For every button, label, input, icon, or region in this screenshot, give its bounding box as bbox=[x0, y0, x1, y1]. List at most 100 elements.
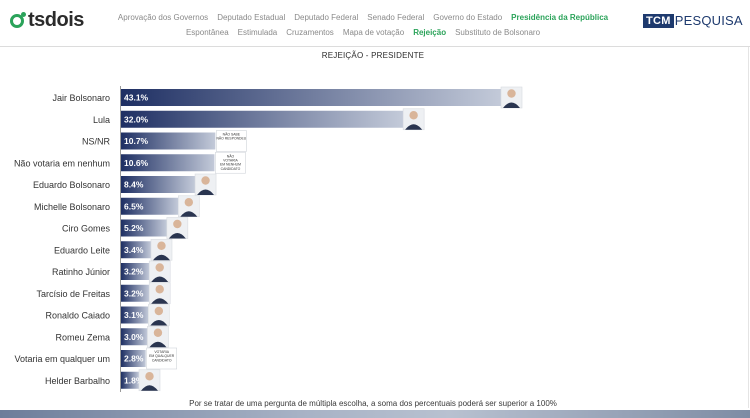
badge-text: EM QUALQUER bbox=[149, 354, 175, 358]
photo-shoulders bbox=[151, 298, 169, 304]
bar bbox=[121, 219, 167, 237]
category-label: Romeu Zema bbox=[55, 332, 110, 342]
badge-box bbox=[216, 130, 247, 152]
category-label: Ratinho Júnior bbox=[52, 267, 110, 277]
candidate-photo bbox=[166, 217, 189, 239]
pesquisa-logo-text: PESQUISA bbox=[674, 13, 743, 28]
chart-title: REJEIÇÃO - PRESIDENTE bbox=[321, 51, 425, 60]
page-frame bbox=[748, 0, 749, 408]
badge-text: NÃO RESPONDEU bbox=[216, 136, 246, 141]
bar bbox=[121, 328, 148, 346]
tcm-logo-box: TCM bbox=[643, 13, 674, 28]
category-label: Ronaldo Caiado bbox=[45, 311, 110, 321]
value-label: 10.7% bbox=[124, 136, 149, 146]
nav-link-subsection-4[interactable]: Rejeição bbox=[413, 28, 447, 37]
value-label: 5.2% bbox=[124, 223, 144, 233]
candidate-photo bbox=[178, 195, 200, 218]
nav-link-section-2[interactable]: Deputado Federal bbox=[294, 13, 359, 22]
category-label: Ciro Gomes bbox=[62, 224, 111, 234]
category-label: Tarcísio de Freitas bbox=[36, 289, 110, 299]
nav-link-section-0[interactable]: Aprovação dos Governos bbox=[117, 13, 209, 22]
photo-shoulders bbox=[503, 102, 520, 108]
bar bbox=[121, 89, 501, 106]
value-label: 43.1% bbox=[124, 93, 149, 103]
badge-text: CANDIDATO bbox=[152, 358, 172, 362]
candidate-photo bbox=[138, 369, 161, 392]
photo-shoulders bbox=[149, 341, 167, 348]
photo-head bbox=[157, 241, 166, 250]
main-nav: Aprovação dos Governos Deputado Estadual D… bbox=[118, 13, 608, 43]
category-label: Helder Barbalho bbox=[45, 376, 110, 386]
bar bbox=[121, 197, 179, 215]
category-label: Votaria em qualquer um bbox=[14, 354, 110, 364]
nav-link-subsection-0[interactable]: Espontânea bbox=[185, 28, 229, 37]
badge-text: VOTARIA bbox=[223, 158, 238, 162]
nav-link-section-5[interactable]: Presidência da República bbox=[511, 13, 609, 22]
photo-head bbox=[154, 306, 164, 316]
bar bbox=[121, 132, 216, 150]
nav-row-sections: Aprovação dos Governos Deputado Estadual D… bbox=[118, 13, 608, 22]
photo-head bbox=[409, 111, 418, 120]
photo-head bbox=[155, 263, 164, 272]
candidate-photo bbox=[500, 86, 523, 109]
badge-text: NÃO SABE bbox=[223, 132, 241, 137]
photo-head bbox=[184, 198, 194, 207]
bar bbox=[121, 263, 150, 280]
badge-text: NÃO bbox=[227, 153, 235, 158]
photo-shoulders bbox=[180, 211, 198, 217]
nav-link-subsection-1[interactable]: Estimulada bbox=[237, 28, 278, 37]
badge-text: EM NENHUM bbox=[220, 163, 241, 167]
bar bbox=[121, 154, 215, 172]
value-label: 3.0% bbox=[124, 332, 144, 342]
photo-head bbox=[145, 372, 154, 381]
bar bbox=[121, 306, 149, 324]
photo-shoulders bbox=[150, 320, 168, 326]
candidate-photo bbox=[194, 173, 217, 196]
nav-link-section-1[interactable]: Deputado Estadual bbox=[217, 13, 286, 22]
category-label: Lula bbox=[93, 115, 110, 125]
candidate-photo bbox=[150, 238, 173, 261]
tsdois-logo[interactable]: tsdois bbox=[10, 9, 84, 32]
category-label: Jair Bolsonaro bbox=[52, 93, 110, 103]
photo-head bbox=[507, 89, 516, 98]
value-label: 6.5% bbox=[124, 201, 144, 211]
candidate-photo bbox=[148, 260, 171, 283]
photo-head bbox=[153, 328, 163, 337]
photo-shoulders bbox=[152, 254, 170, 261]
tcm-pesquisa-logo[interactable]: TCM PESQUISA bbox=[643, 13, 743, 28]
photo-shoulders bbox=[197, 189, 215, 195]
header-divider bbox=[0, 46, 750, 47]
bottom-strip bbox=[0, 410, 750, 418]
value-label: 3.1% bbox=[124, 310, 144, 320]
candidate-photo bbox=[147, 325, 169, 348]
nav-link-section-3[interactable]: Senado Federal bbox=[367, 13, 425, 22]
badge-text: CANDIDATO bbox=[221, 167, 241, 171]
photo-shoulders bbox=[168, 233, 186, 239]
bar bbox=[121, 371, 139, 389]
nav-link-section-4[interactable]: Governo do Estado bbox=[433, 13, 503, 22]
photo-shoulders bbox=[405, 124, 423, 130]
bar bbox=[121, 110, 404, 128]
value-label: 32.0% bbox=[124, 114, 149, 124]
bar bbox=[121, 284, 150, 302]
category-label: Eduardo Bolsonaro bbox=[33, 180, 110, 190]
badge-box bbox=[146, 347, 177, 370]
bar bbox=[121, 176, 196, 193]
nav-row-subsections: Espontânea Estimulada Cruzamentos Mapa de v… bbox=[128, 28, 598, 37]
category-label: Michelle Bolsonaro bbox=[34, 202, 110, 212]
value-label: 1.8% bbox=[124, 375, 144, 385]
bar bbox=[121, 350, 146, 367]
nav-link-subsection-3[interactable]: Mapa de votação bbox=[342, 28, 405, 37]
photo-head bbox=[155, 285, 164, 294]
value-label: 10.6% bbox=[124, 158, 149, 168]
tsdois-logo-icon bbox=[10, 11, 26, 28]
photo-shoulders bbox=[141, 385, 158, 391]
nav-link-subsection-5[interactable]: Substituto de Bolsonaro bbox=[455, 28, 541, 37]
footnote: Por se tratar de uma pergunta de múltipl… bbox=[189, 399, 557, 408]
nav-link-subsection-2[interactable]: Cruzamentos bbox=[286, 28, 334, 37]
tsdois-logo-text: tsdois bbox=[28, 9, 84, 31]
